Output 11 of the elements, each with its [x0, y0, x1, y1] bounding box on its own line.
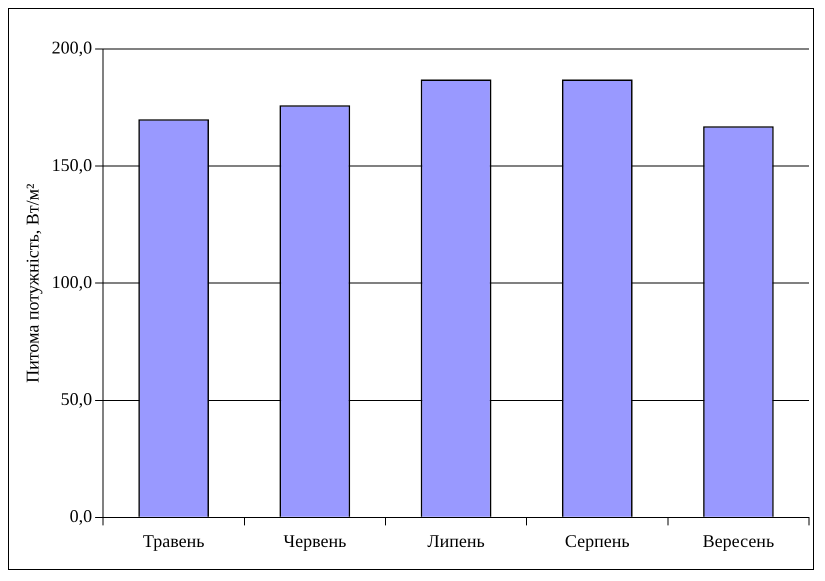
- y-tick-label: 200,0: [52, 38, 92, 58]
- y-tick-label: 50,0: [60, 389, 92, 410]
- y-tick-label: 0,0: [70, 506, 92, 526]
- y-axis-title: Питома потужність, Вт/м²: [22, 184, 43, 383]
- x-tick-label: Травень: [142, 530, 204, 551]
- y-tick-label: 150,0: [52, 154, 92, 175]
- y-tick-label: 100,0: [52, 272, 92, 292]
- x-tick-label: Вересень: [702, 530, 774, 551]
- x-tick-label: Червень: [283, 530, 346, 551]
- x-tick-label: Серпень: [564, 530, 630, 551]
- x-tick-label: Липень: [427, 530, 485, 551]
